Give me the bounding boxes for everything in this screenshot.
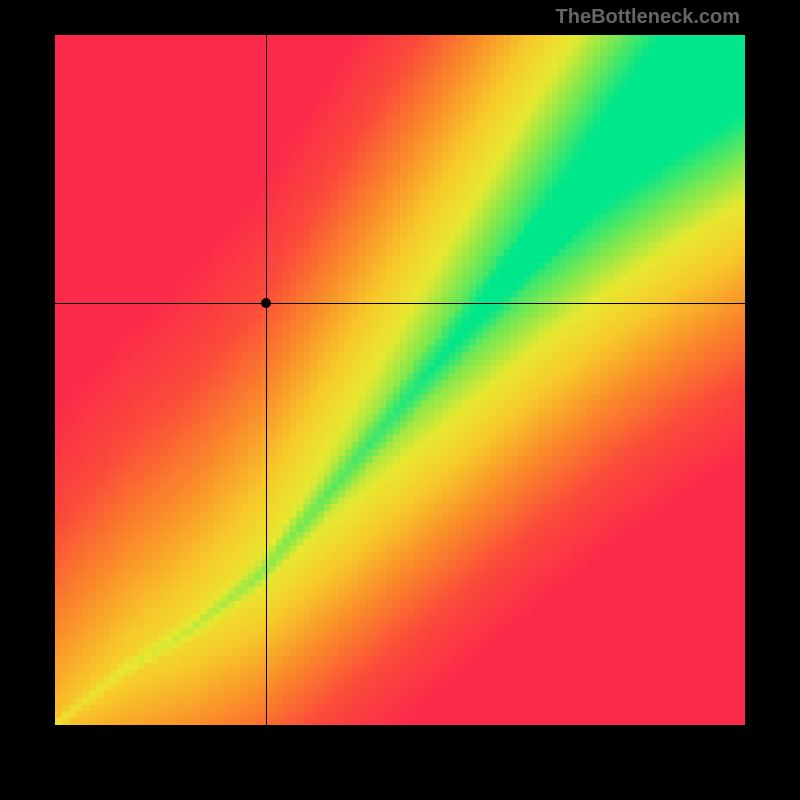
crosshair-horizontal — [55, 303, 745, 304]
crosshair-vertical — [266, 35, 267, 725]
marker-dot — [261, 298, 271, 308]
chart-container: TheBottleneck.com — [0, 0, 800, 800]
heatmap-canvas — [55, 35, 745, 725]
watermark-text: TheBottleneck.com — [556, 6, 740, 29]
plot-area — [55, 35, 745, 725]
